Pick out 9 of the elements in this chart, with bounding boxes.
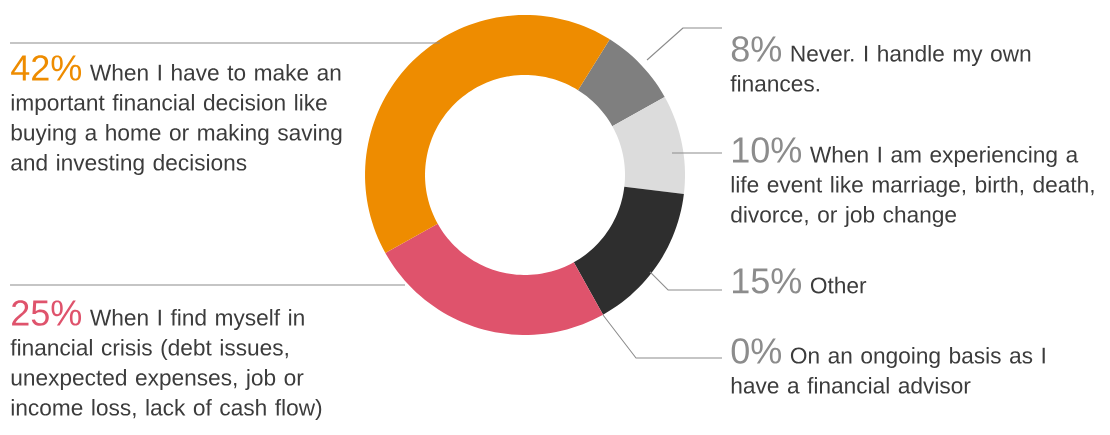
- slice-label: Other: [810, 276, 867, 294]
- data-label: 25%: [12, 300, 82, 326]
- category-label: On an ongoing basis as I: [790, 346, 1045, 369]
- text: 0%: [731, 338, 782, 364]
- category-label: have a financial advisor: [731, 376, 971, 394]
- data-label: 8%: [731, 36, 782, 62]
- data-label: 10%: [733, 137, 802, 163]
- data-label: 42%: [11, 55, 82, 81]
- data-label: 15%: [733, 268, 802, 294]
